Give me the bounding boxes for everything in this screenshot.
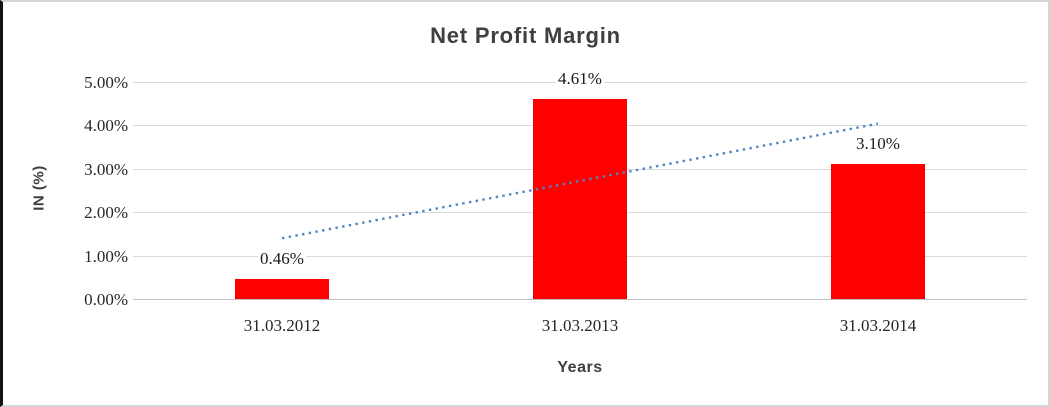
data-label: 3.10% (854, 134, 902, 154)
chart-title: Net Profit Margin (430, 23, 621, 48)
y-tick-label: 5.00% (84, 73, 128, 92)
bar-31.03.2014 (831, 164, 925, 299)
data-label: 0.46% (258, 249, 306, 269)
y-tick-label: 0.00% (84, 290, 128, 309)
y-tick-label: 3.00% (84, 159, 128, 179)
data-label: 4.61% (556, 68, 604, 88)
x-category-label: 31.03.2014 (839, 316, 917, 335)
gridline (133, 299, 1027, 300)
y-tick-label: 2.00% (84, 203, 128, 223)
y-tick-label: 4.00% (84, 116, 128, 136)
x-axis-title: Years (557, 359, 603, 376)
x-category-label: 31.03.2012 (243, 316, 321, 335)
bar-31.03.2013 (533, 98, 627, 299)
y-tick-label: 1.00% (84, 246, 128, 266)
bar-31.03.2012 (235, 279, 329, 299)
x-category-label: 31.03.2013 (541, 316, 619, 335)
